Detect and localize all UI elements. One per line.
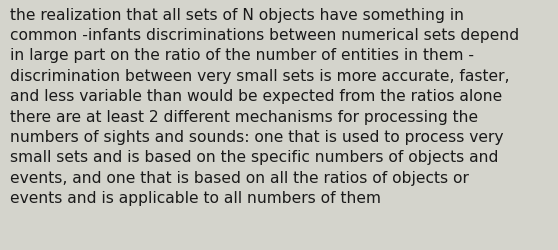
Text: the realization that all sets of N objects have something in
common -infants dis: the realization that all sets of N objec… (10, 8, 519, 205)
